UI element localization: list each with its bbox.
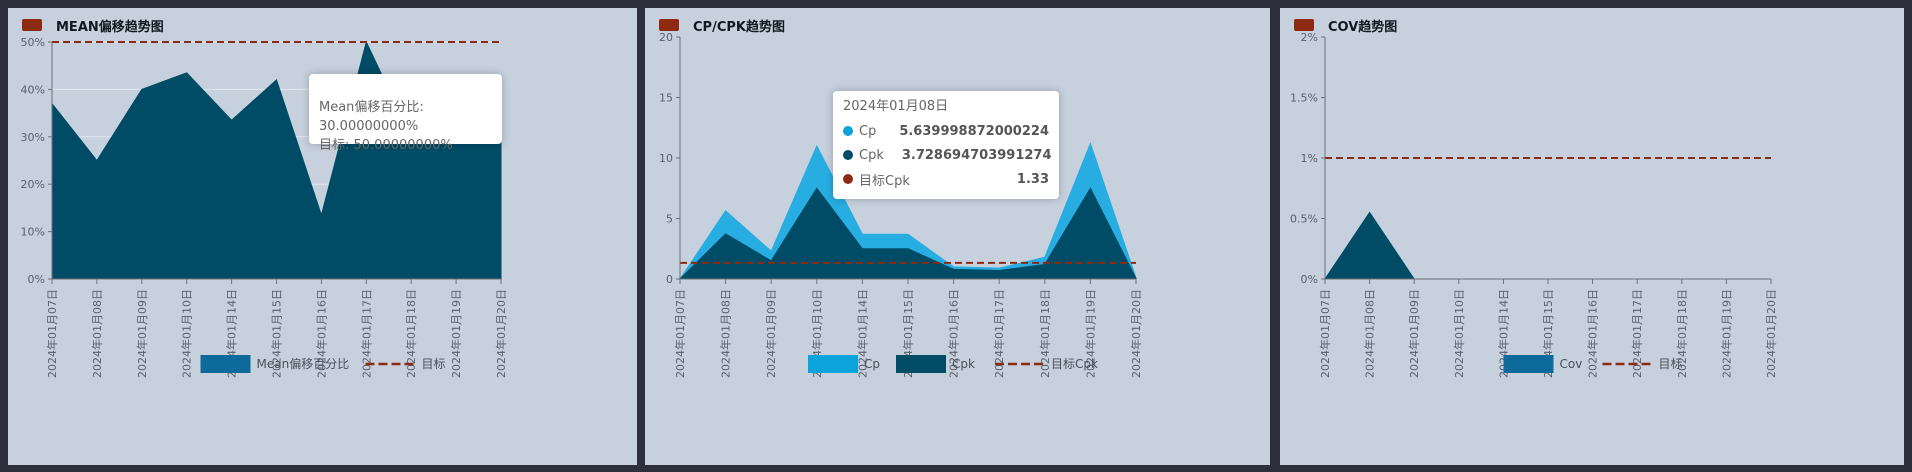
- cpk-chart-title: CP/CPK趋势图: [693, 19, 785, 35]
- y-tick-label: 2%: [1301, 31, 1318, 44]
- legend-item-1: Cp: [808, 355, 880, 373]
- x-tick-label: 2024年01月08日: [719, 289, 733, 378]
- y-tick-label: 1%: [1301, 152, 1318, 165]
- title-marker-icon: [22, 19, 42, 31]
- x-tick-label: 2024年01月20日: [1764, 289, 1778, 378]
- legend-item-2: 目标: [365, 357, 446, 371]
- y-tick-label: 15: [659, 92, 673, 105]
- title-marker-icon: [659, 19, 679, 31]
- legend-label: Mean偏移百分比: [257, 356, 350, 371]
- legend-item-2: Cpk: [896, 355, 975, 373]
- x-tick-label: 2024年01月19日: [449, 289, 463, 378]
- legend-label: Cpk: [952, 357, 975, 371]
- series-area-1: [1324, 211, 1771, 280]
- legend-swatch-icon: [808, 355, 858, 373]
- y-tick-label: 20%: [21, 178, 45, 191]
- mean-chart-panel: MEAN偏移趋势图 0% 10% 20% 30% 40% 50% 2024年01月07日 20…: [8, 8, 637, 465]
- y-tick-label: 50%: [21, 36, 45, 49]
- x-tick-label: 2024年01月14日: [855, 289, 869, 378]
- legend-label: Cp: [864, 357, 880, 371]
- y-tick-label: 30%: [21, 131, 45, 144]
- tooltip-title: 2024年01月08日: [843, 99, 949, 114]
- x-tick-label: 2024年01月17日: [1630, 289, 1644, 378]
- y-tick-label: 0: [666, 273, 673, 286]
- x-tick-label: 2024年01月20日: [1129, 289, 1143, 378]
- tooltip-row-cpk: Cpk 3.728694703991274: [843, 143, 1052, 167]
- x-tick-label: 2024年01月19日: [1719, 289, 1733, 378]
- x-tick-label: 2024年01月18日: [1038, 289, 1052, 378]
- title-marker-icon: [1294, 19, 1314, 31]
- y-tick-label: 10: [659, 152, 673, 165]
- mean-chart-header: MEAN偏移趋势图: [22, 15, 164, 35]
- legend-label: 目标: [1659, 357, 1683, 371]
- y-tick-label: 0%: [28, 273, 45, 286]
- x-tick-label: 2024年01月10日: [180, 289, 194, 378]
- y-tick-label: 1.5%: [1290, 92, 1318, 105]
- tooltip-row-target-cpk: 目标Cpk 1.33: [843, 167, 1049, 191]
- legend-swatch-icon: [200, 355, 251, 373]
- legend-item-1: Mean偏移百分比: [200, 355, 350, 373]
- cov-chart-header: COV趋势图: [1294, 15, 1397, 35]
- x-tick-label: 2024年01月16日: [947, 289, 961, 378]
- x-tick-label: 2024年01月10日: [1452, 289, 1466, 378]
- legend-label: 目标: [422, 357, 446, 371]
- x-tick-label: 2024年01月19日: [1083, 289, 1097, 378]
- legend-item-1: Cov: [1503, 355, 1583, 373]
- x-tick-label: 2024年01月18日: [404, 289, 418, 378]
- tooltip-line-target: 目标: 50.00000000%: [319, 138, 453, 153]
- cov-chart-title: COV趋势图: [1328, 19, 1398, 35]
- tooltip-line-mean: Mean偏移百分比: 30.00000000%: [319, 100, 424, 134]
- x-tick-label: 2024年01月16日: [314, 289, 328, 378]
- cpk-dot-icon: [843, 150, 853, 160]
- x-tick-label: 2024年01月18日: [1675, 289, 1689, 378]
- x-tick-label: 2024年01月17日: [359, 289, 373, 378]
- y-tick-label: 0.5%: [1290, 213, 1318, 226]
- cpk-chart-header: CP/CPK趋势图: [659, 15, 785, 35]
- y-tick-label: 20: [659, 31, 673, 44]
- cpk-chart-svg[interactable]: 0 5 10 15 20 2024年01月07日 2024年01月08日 2024年01月09…: [645, 8, 1270, 465]
- target-cpk-dot-icon: [843, 174, 853, 184]
- legend-swatch-icon: [1503, 355, 1554, 373]
- mean-chart-tooltip: Mean偏移百分比: 30.00000000% 目标: 50.00000000%: [309, 74, 502, 153]
- legend-label: 目标Cpk: [1051, 357, 1098, 371]
- x-tick-label: 2024年01月07日: [45, 289, 59, 378]
- cpk-chart-tooltip: 2024年01月08日 Cp 5.639998872000224 Cpk 3.7…: [833, 91, 1059, 199]
- x-tick-label: 2024年01月09日: [764, 289, 778, 378]
- x-tick-label: 2024年01月08日: [1363, 289, 1377, 378]
- cpk-chart-panel: CP/CPK趋势图 0 5 10 15 20 2024年01月07日 2024年01月08日…: [645, 8, 1270, 465]
- x-tick-label: 2024年01月07日: [673, 289, 687, 378]
- x-tick-label: 2024年01月16日: [1586, 289, 1600, 378]
- y-tick-label: 40%: [21, 83, 45, 96]
- y-tick-label: 0%: [1301, 273, 1318, 286]
- mean-chart-title: MEAN偏移趋势图: [56, 19, 164, 35]
- cov-chart-panel: COV趋势图 0% 0.5% 1% 1.5% 2% 2024年01月07日 2024年01月…: [1280, 8, 1904, 465]
- legend-item-3: 目标Cpk: [995, 357, 1098, 371]
- x-tick-label: 2024年01月09日: [1407, 289, 1421, 378]
- legend-label: Cov: [1560, 357, 1583, 371]
- y-tick-label: 5: [666, 213, 673, 226]
- x-tick-label: 2024年01月07日: [1318, 289, 1332, 378]
- cp-dot-icon: [843, 126, 853, 136]
- legend-swatch-icon: [896, 355, 946, 373]
- x-tick-label: 2024年01月09日: [135, 289, 149, 378]
- x-tick-label: 2024年01月20日: [494, 289, 508, 378]
- y-tick-label: 10%: [21, 226, 45, 239]
- x-tick-label: 2024年01月17日: [992, 289, 1006, 378]
- x-tick-label: 2024年01月08日: [90, 289, 104, 378]
- x-tick-label: 2024年01月15日: [270, 289, 284, 378]
- cov-chart-svg[interactable]: 0% 0.5% 1% 1.5% 2% 2024年01月07日 2024年01月08日 2024…: [1280, 8, 1904, 465]
- legend-item-2: 目标: [1602, 357, 1683, 371]
- tooltip-row-cp: Cp 5.639998872000224: [843, 119, 1049, 143]
- series-area-2: [678, 187, 1137, 280]
